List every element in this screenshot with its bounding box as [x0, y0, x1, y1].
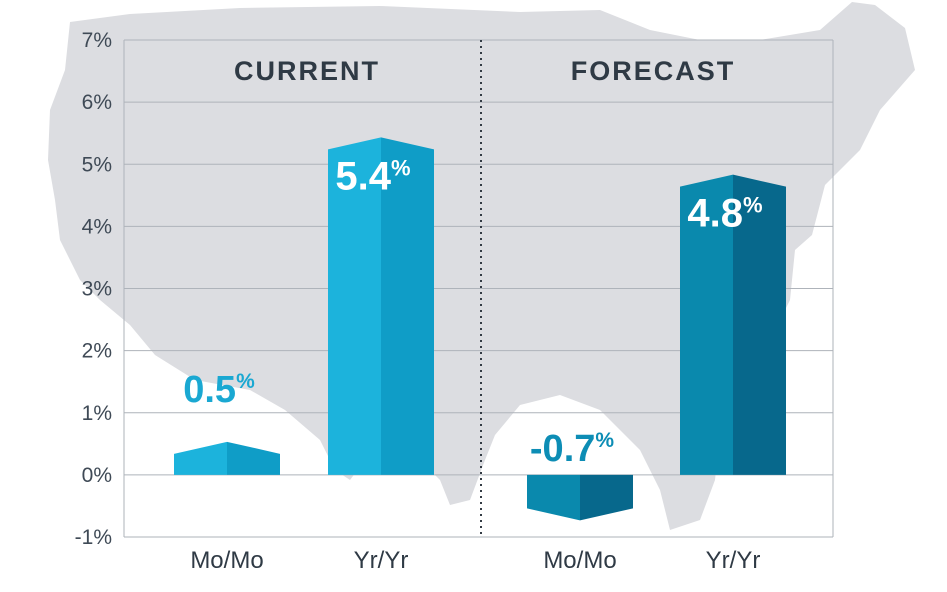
y-tick-label: 2%	[82, 340, 112, 363]
value-label: -0.7%	[530, 428, 614, 470]
y-tick-label: 5%	[82, 153, 112, 176]
bar	[328, 137, 434, 475]
value-number: 4.8	[687, 192, 743, 236]
section-title-forecast: FORECAST	[571, 56, 736, 86]
section-title-current: CURRENT	[234, 56, 380, 86]
y-tick-label: 4%	[82, 215, 112, 238]
value-number: -0.7	[530, 428, 595, 470]
y-tick-label: 1%	[82, 402, 112, 425]
value-label: 4.8%	[687, 192, 762, 236]
bar-face-right	[381, 137, 434, 475]
value-suffix: %	[743, 193, 763, 218]
x-category-label: Mo/Mo	[190, 547, 263, 574]
bar-face-right	[580, 474, 633, 521]
value-suffix: %	[391, 155, 411, 180]
x-category-label: Yr/Yr	[706, 547, 761, 574]
y-tick-label: -1%	[75, 526, 112, 549]
bar-face-left	[174, 441, 227, 475]
bar	[174, 441, 280, 475]
value-label: 0.5%	[183, 369, 255, 411]
value-labels: 0.5%5.4%-0.7%4.8%	[183, 154, 762, 469]
y-tick-label: 7%	[82, 29, 112, 52]
y-tick-label: 6%	[82, 91, 112, 114]
y-axis-ticks: 7% 6% 5% 4% 3% 2% 1% 0% -1%	[75, 29, 112, 549]
value-label: 5.4%	[335, 154, 410, 198]
y-tick-label: 0%	[82, 464, 112, 487]
bars	[174, 137, 786, 521]
x-category-label: Mo/Mo	[543, 547, 616, 574]
value-suffix: %	[236, 370, 255, 393]
bar	[527, 474, 633, 521]
bar-face-right	[227, 441, 280, 475]
value-suffix: %	[595, 429, 614, 452]
bar	[680, 174, 786, 475]
x-category-label: Yr/Yr	[354, 547, 409, 574]
bar-face-left	[680, 174, 733, 475]
y-tick-label: 3%	[82, 278, 112, 301]
bar-face-left	[328, 137, 381, 475]
value-number: 5.4	[335, 154, 391, 198]
bar-face-right	[733, 174, 786, 475]
x-axis-categories: Mo/Mo Yr/Yr Mo/Mo Yr/Yr	[190, 547, 760, 574]
value-number: 0.5	[183, 369, 236, 411]
bar-face-left	[527, 474, 580, 521]
